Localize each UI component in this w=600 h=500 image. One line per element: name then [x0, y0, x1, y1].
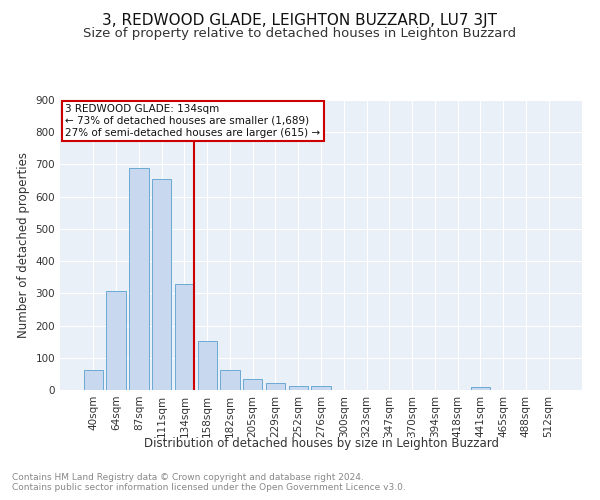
- Bar: [175, 284, 194, 390]
- Y-axis label: Number of detached properties: Number of detached properties: [17, 152, 30, 338]
- Bar: [243, 380, 262, 390]
- Bar: [470, 387, 490, 390]
- Text: Contains public sector information licensed under the Open Government Licence v3: Contains public sector information licen…: [12, 484, 406, 492]
- Text: 3 REDWOOD GLADE: 134sqm
← 73% of detached houses are smaller (1,689)
27% of semi: 3 REDWOOD GLADE: 134sqm ← 73% of detache…: [65, 104, 320, 138]
- Bar: [129, 168, 149, 390]
- Bar: [289, 386, 308, 390]
- Bar: [84, 370, 103, 390]
- Text: Distribution of detached houses by size in Leighton Buzzard: Distribution of detached houses by size …: [143, 438, 499, 450]
- Bar: [106, 291, 126, 390]
- Bar: [266, 383, 285, 390]
- Text: Size of property relative to detached houses in Leighton Buzzard: Size of property relative to detached ho…: [83, 28, 517, 40]
- Bar: [152, 180, 172, 390]
- Bar: [220, 370, 239, 390]
- Bar: [197, 341, 217, 390]
- Text: Contains HM Land Registry data © Crown copyright and database right 2024.: Contains HM Land Registry data © Crown c…: [12, 472, 364, 482]
- Bar: [311, 386, 331, 390]
- Text: 3, REDWOOD GLADE, LEIGHTON BUZZARD, LU7 3JT: 3, REDWOOD GLADE, LEIGHTON BUZZARD, LU7 …: [103, 12, 497, 28]
